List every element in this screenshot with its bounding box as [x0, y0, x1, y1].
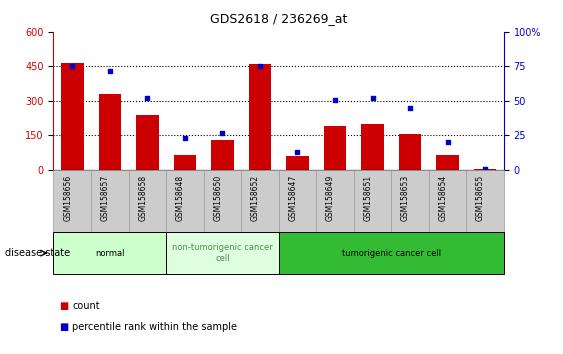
Point	[443, 139, 452, 145]
Bar	[211, 140, 234, 170]
Bar	[53, 232, 166, 274]
Bar	[61, 63, 83, 170]
Text: GSM158647: GSM158647	[288, 175, 297, 221]
Bar	[466, 170, 504, 232]
Text: GDS2618 / 236269_at: GDS2618 / 236269_at	[210, 12, 347, 25]
Text: ■: ■	[59, 301, 68, 311]
Text: ■: ■	[59, 322, 68, 332]
Bar	[173, 155, 196, 170]
Text: GSM158654: GSM158654	[439, 175, 448, 221]
Bar	[324, 126, 346, 170]
Bar	[474, 169, 497, 170]
Point	[330, 97, 339, 102]
Point	[481, 166, 490, 171]
Text: percentile rank within the sample: percentile rank within the sample	[72, 322, 237, 332]
Text: GSM158655: GSM158655	[476, 175, 485, 221]
Bar	[361, 124, 384, 170]
Bar	[354, 170, 391, 232]
Text: normal: normal	[95, 249, 124, 258]
Bar	[429, 170, 466, 232]
Point	[368, 95, 377, 101]
Point	[143, 95, 152, 101]
Bar	[166, 170, 204, 232]
Text: count: count	[72, 301, 100, 311]
Point	[180, 135, 189, 141]
Bar	[279, 170, 316, 232]
Bar	[279, 232, 504, 274]
Point	[293, 149, 302, 155]
Text: GSM158652: GSM158652	[251, 175, 260, 221]
Bar	[128, 170, 166, 232]
Bar	[99, 94, 121, 170]
Text: GSM158657: GSM158657	[101, 175, 110, 221]
Text: GSM158651: GSM158651	[364, 175, 373, 221]
Bar	[166, 232, 279, 274]
Point	[68, 64, 77, 69]
Point	[405, 105, 414, 110]
Text: GSM158648: GSM158648	[176, 175, 185, 221]
Text: non-tumorigenic cancer
cell: non-tumorigenic cancer cell	[172, 244, 272, 263]
Bar	[399, 134, 421, 170]
Bar	[436, 155, 459, 170]
Bar	[316, 170, 354, 232]
Point	[218, 130, 227, 136]
Point	[256, 64, 265, 69]
Text: GSM158653: GSM158653	[401, 175, 410, 221]
Bar	[136, 115, 159, 170]
Bar	[286, 156, 309, 170]
Text: tumorigenic cancer cell: tumorigenic cancer cell	[342, 249, 441, 258]
Text: GSM158650: GSM158650	[213, 175, 222, 221]
Text: GSM158658: GSM158658	[138, 175, 148, 221]
Text: GSM158656: GSM158656	[63, 175, 72, 221]
Bar	[91, 170, 128, 232]
Text: GSM158649: GSM158649	[326, 175, 335, 221]
Bar	[241, 170, 279, 232]
Bar	[249, 64, 271, 170]
Bar	[391, 170, 429, 232]
Bar	[53, 170, 91, 232]
Point	[105, 68, 114, 73]
Text: disease state: disease state	[5, 248, 70, 258]
Bar	[204, 170, 241, 232]
